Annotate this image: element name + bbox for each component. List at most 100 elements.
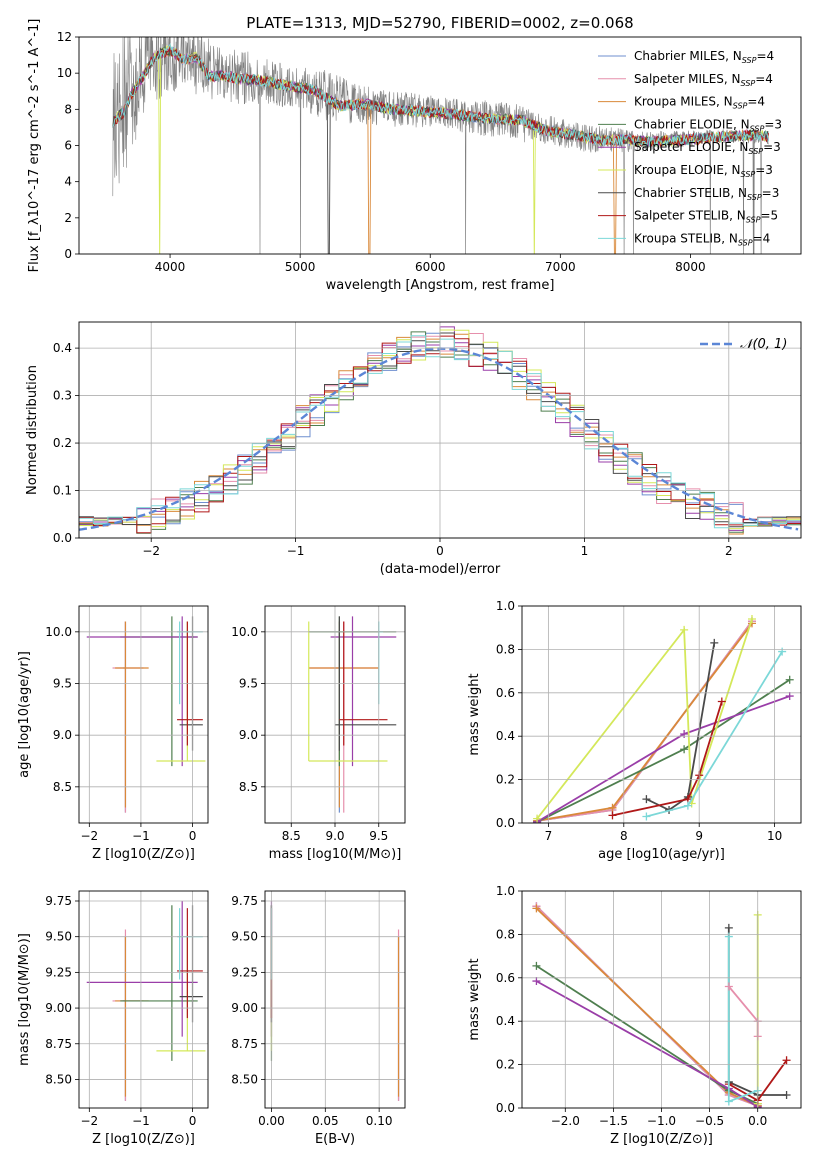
legend-sub: SSP <box>748 147 763 156</box>
y-tick-label: 9.50 <box>231 930 258 944</box>
x-axis-label: mass [log10(M/M⊙)] <box>269 847 402 862</box>
weight-marker-chabrier-elodie <box>785 675 794 684</box>
legend-sub: SSP <box>750 124 765 133</box>
x-tick-label: −1.0 <box>647 1114 676 1128</box>
weight-marker-salpeter-stelib <box>782 1056 791 1065</box>
panel-spectrum: 4000 5000 6000 7000 8000 0 2 4 6 8 10 12 PLATE=1313,… <box>27 14 802 293</box>
x-tick-label: 0.00 <box>258 1114 285 1128</box>
weight-line-chabrier-elodie <box>535 965 759 1105</box>
legend-suffix: =4 <box>756 49 774 63</box>
x-tick-label: 2 <box>725 544 733 558</box>
legend-entry: Kroupa ELODIE, NSSP=3 <box>634 163 773 179</box>
legend-suffix: =4 <box>755 72 773 86</box>
y-tick-label: 9.25 <box>45 965 72 979</box>
weight-line-kroupa-stelib <box>727 936 759 1103</box>
legend-sub: SSP <box>747 193 762 202</box>
y-axis-label: Normed distribution <box>25 365 40 495</box>
plot-area <box>86 900 206 1101</box>
x-tick-label: 8000 <box>675 260 706 274</box>
plot-area <box>86 616 206 813</box>
x-tick-label: −1 <box>132 1114 150 1128</box>
y-tick-label: 9.00 <box>45 1001 72 1015</box>
legend-entry: Salpeter ELODIE, NSSP=3 <box>634 140 781 156</box>
legend-label: Chabrier STELIB, N <box>634 186 747 200</box>
y-tick-label: 12 <box>57 30 72 44</box>
x-axis-label: wavelength [Angstrom, rest frame] <box>326 278 555 293</box>
legend-label: Salpeter ELODIE, N <box>634 140 748 154</box>
x-tick-label: −0.5 <box>695 1114 724 1128</box>
y-tick-label: 0.6 <box>496 686 515 700</box>
y-tick-label: 0.1 <box>53 484 72 498</box>
weight-line-kroupa-elodie <box>536 618 753 820</box>
weight-marker-kroupa-elodie <box>680 625 689 634</box>
legend-entry: Kroupa MILES, NSSP=4 <box>634 95 765 111</box>
y-tick-label: 0.4 <box>496 1014 515 1028</box>
legend-sub: SSP <box>742 56 757 65</box>
y-tick-label: 8.5 <box>239 780 258 794</box>
y-tick-label: 8 <box>64 102 72 116</box>
y-tick-label: 0 <box>64 247 72 261</box>
legend-suffix: =4 <box>747 95 765 109</box>
legend-entry: Chabrier STELIB, NSSP=3 <box>634 186 779 202</box>
axes-frame <box>521 605 802 824</box>
panel-weight_vs_age: 7 8 9 10 0.0 0.2 0.4 0.6 0.8 1.0 age [log10(age/yr… <box>467 599 802 862</box>
axes-frame <box>264 605 406 824</box>
x-tick-label: 8.5 <box>282 829 301 843</box>
weight-marker-salpeter-elodie <box>680 730 689 739</box>
y-tick-label: 0.8 <box>496 927 515 941</box>
weight-marker-chabrier-elodie <box>532 961 541 970</box>
chart-title: PLATE=1313, MJD=52790, FIBERID=0002, z=0… <box>246 14 633 32</box>
weight-marker-salpeter-stelib <box>717 697 726 706</box>
y-tick-label: 1.0 <box>496 884 515 898</box>
legend-entry: Salpeter STELIB, NSSP=5 <box>634 209 778 225</box>
x-tick-label: 8 <box>620 829 628 843</box>
weight-marker-kroupa-elodie <box>747 615 756 624</box>
x-tick-label: −2.0 <box>551 1114 580 1128</box>
panel-age_vs_Z: −2 −1 0 8.5 9.0 9.5 10.0 Z [log10(Z/Z⊙)] age [lo… <box>17 605 209 862</box>
y-tick-label: 0.0 <box>53 531 72 545</box>
residual-histogram-salpeter-stelib <box>79 335 801 534</box>
legend-label: Kroupa ELODIE, N <box>634 163 741 177</box>
legend-suffix: =5 <box>760 209 778 223</box>
plot-area <box>533 615 794 823</box>
x-tick-label: 0 <box>189 829 197 843</box>
legend-label: Salpeter STELIB, N <box>634 209 746 223</box>
y-axis-label: mass [log10(M/M⊙)] <box>17 933 32 1066</box>
y-tick-label: 0.2 <box>496 773 515 787</box>
x-tick-label: 7000 <box>545 260 576 274</box>
y-tick-label: 4 <box>64 175 72 189</box>
legend-entry: Chabrier MILES, NSSP=4 <box>634 49 774 65</box>
legend-sub: SSP <box>741 79 756 88</box>
axes-frame <box>264 890 406 1109</box>
y-tick-label: 8.75 <box>231 1037 258 1051</box>
axes-frame <box>78 36 802 255</box>
y-tick-label: 9.0 <box>53 728 72 742</box>
weight-line-chabrier-stelib <box>646 642 716 812</box>
x-axis-label: age [log10(age/yr)] <box>598 847 725 862</box>
x-tick-label: 0 <box>189 1114 197 1128</box>
y-tick-label: 9.50 <box>45 930 72 944</box>
x-tick-label: 5000 <box>285 260 316 274</box>
model-spectrum-kroupa-stelib <box>112 42 769 148</box>
axes-frame <box>78 605 209 824</box>
weight-line-salpeter-miles <box>728 985 759 1037</box>
x-tick-label: 9 <box>695 829 703 843</box>
x-tick-label: −2 <box>80 1114 98 1128</box>
weight-marker-kroupa-stelib <box>724 932 733 941</box>
weight-marker-chabrier-stelib <box>724 923 733 932</box>
legend-label: Chabrier MILES, N <box>634 49 742 63</box>
plot-area <box>308 616 397 813</box>
x-tick-label: 10 <box>767 829 782 843</box>
legend-label: Salpeter MILES, N <box>634 72 741 86</box>
y-tick-label: 9.0 <box>239 728 258 742</box>
x-tick-label: −2 <box>142 544 160 558</box>
y-tick-label: 9.75 <box>231 894 258 908</box>
legend-entry: Salpeter MILES, NSSP=4 <box>634 72 773 88</box>
y-tick-label: 8.5 <box>53 780 72 794</box>
x-tick-label: −2 <box>80 829 98 843</box>
y-tick-label: 0.0 <box>496 816 515 830</box>
weight-marker-kroupa-stelib <box>642 812 651 821</box>
x-tick-label: 6000 <box>415 260 446 274</box>
y-tick-label: 8.75 <box>45 1037 72 1051</box>
